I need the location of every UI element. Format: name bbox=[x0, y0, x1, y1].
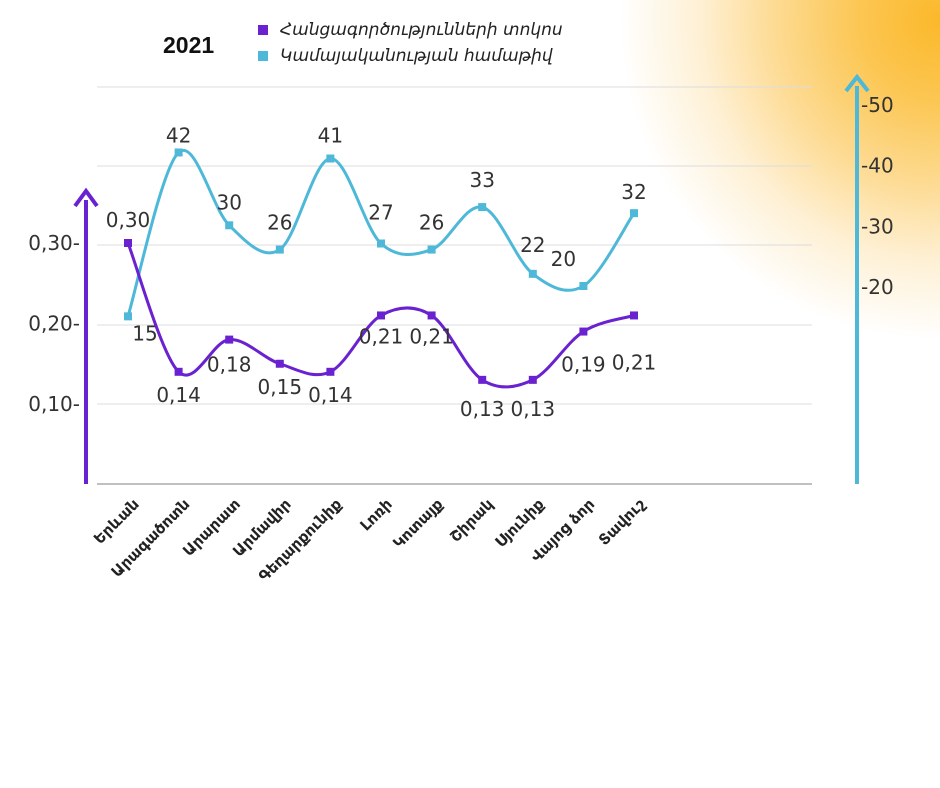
category-label: Տավուշ bbox=[595, 495, 649, 549]
data-point-arbitrariness bbox=[478, 203, 487, 212]
series-line-arbitrariness bbox=[126, 148, 636, 317]
data-point-crime bbox=[427, 311, 436, 320]
data-point-crime bbox=[326, 367, 335, 376]
legend-item-crime: Հանցագործությունների տոկոս bbox=[258, 17, 563, 43]
data-point-arbitrariness bbox=[124, 312, 132, 321]
data-label-arbitrariness: 30 bbox=[216, 190, 241, 214]
data-label-crime: 0,21 bbox=[409, 324, 454, 348]
data-label-arbitrariness: 15 bbox=[132, 321, 157, 345]
legend-label-crime: Հանցագործությունների տոկոս bbox=[280, 20, 563, 40]
data-label-arbitrariness: 22 bbox=[520, 233, 545, 257]
left-tick-label: 0,10- bbox=[28, 392, 80, 416]
right-tick-label: -30 bbox=[861, 214, 894, 238]
data-point-arbitrariness bbox=[630, 209, 638, 218]
data-label-arbitrariness: 26 bbox=[419, 211, 444, 235]
data-label-crime: 0,18 bbox=[207, 353, 252, 377]
legend-label-arbitrariness: Կամայականության համաթիվ bbox=[280, 46, 553, 66]
data-point-arbitrariness bbox=[275, 245, 284, 254]
data-point-crime bbox=[275, 359, 284, 368]
data-point-crime bbox=[579, 327, 588, 336]
data-label-arbitrariness: 20 bbox=[551, 247, 576, 271]
right-tick-label: -40 bbox=[861, 154, 894, 178]
data-point-arbitrariness bbox=[225, 221, 234, 230]
data-point-arbitrariness bbox=[326, 154, 335, 163]
category-label: Շիրակ bbox=[446, 495, 497, 546]
legend-item-arbitrariness: Կամայականության համաթիվ bbox=[258, 43, 563, 69]
left-tick-label: 0,20- bbox=[28, 312, 80, 336]
data-label-crime: 0,21 bbox=[359, 324, 404, 348]
data-label-arbitrariness: 42 bbox=[166, 123, 191, 147]
data-label-crime: 0,14 bbox=[308, 383, 353, 407]
left-tick-label: 0,30- bbox=[28, 231, 80, 255]
series-line-crime bbox=[126, 242, 635, 389]
data-label-arbitrariness: 27 bbox=[368, 201, 393, 225]
data-point-arbitrariness bbox=[528, 269, 537, 278]
data-label-arbitrariness: 26 bbox=[267, 211, 292, 235]
right-tick-label: -50 bbox=[861, 93, 894, 117]
data-point-crime bbox=[630, 311, 638, 320]
data-label-crime: 0,15 bbox=[258, 375, 303, 399]
data-point-crime bbox=[174, 367, 183, 376]
data-point-arbitrariness bbox=[579, 282, 588, 290]
data-label-crime: 0,21 bbox=[612, 350, 657, 374]
category-label: Կոտայք bbox=[389, 495, 446, 552]
legend-swatch-arbitrariness bbox=[258, 51, 268, 61]
data-label-crime: 0,14 bbox=[156, 383, 201, 407]
data-point-crime bbox=[377, 311, 385, 320]
category-label: Լոռի bbox=[356, 495, 395, 534]
data-point-crime bbox=[124, 239, 132, 247]
legend: Հանցագործությունների տոկոս Կամայականությ… bbox=[258, 17, 563, 69]
data-label-arbitrariness: 32 bbox=[621, 180, 646, 204]
data-label-crime: 0,13 bbox=[511, 397, 556, 421]
left-axis-arrowhead bbox=[73, 187, 99, 208]
legend-swatch-crime bbox=[258, 25, 268, 35]
data-point-crime bbox=[528, 375, 537, 384]
right-axis-arrowhead bbox=[844, 73, 870, 93]
data-point-arbitrariness bbox=[377, 239, 385, 248]
data-label-arbitrariness: 33 bbox=[469, 168, 494, 192]
data-point-crime bbox=[478, 375, 487, 384]
right-tick-label: -20 bbox=[861, 275, 894, 299]
data-point-arbitrariness bbox=[427, 245, 436, 254]
data-label-arbitrariness: 41 bbox=[318, 124, 343, 148]
data-label-crime: 0,19 bbox=[561, 353, 606, 377]
chart-title: 2021 bbox=[163, 32, 215, 58]
data-label-crime: 0,13 bbox=[460, 397, 505, 421]
data-point-crime bbox=[225, 335, 234, 344]
data-label-crime: 0,30 bbox=[106, 208, 151, 232]
data-point-arbitrariness bbox=[174, 148, 183, 157]
